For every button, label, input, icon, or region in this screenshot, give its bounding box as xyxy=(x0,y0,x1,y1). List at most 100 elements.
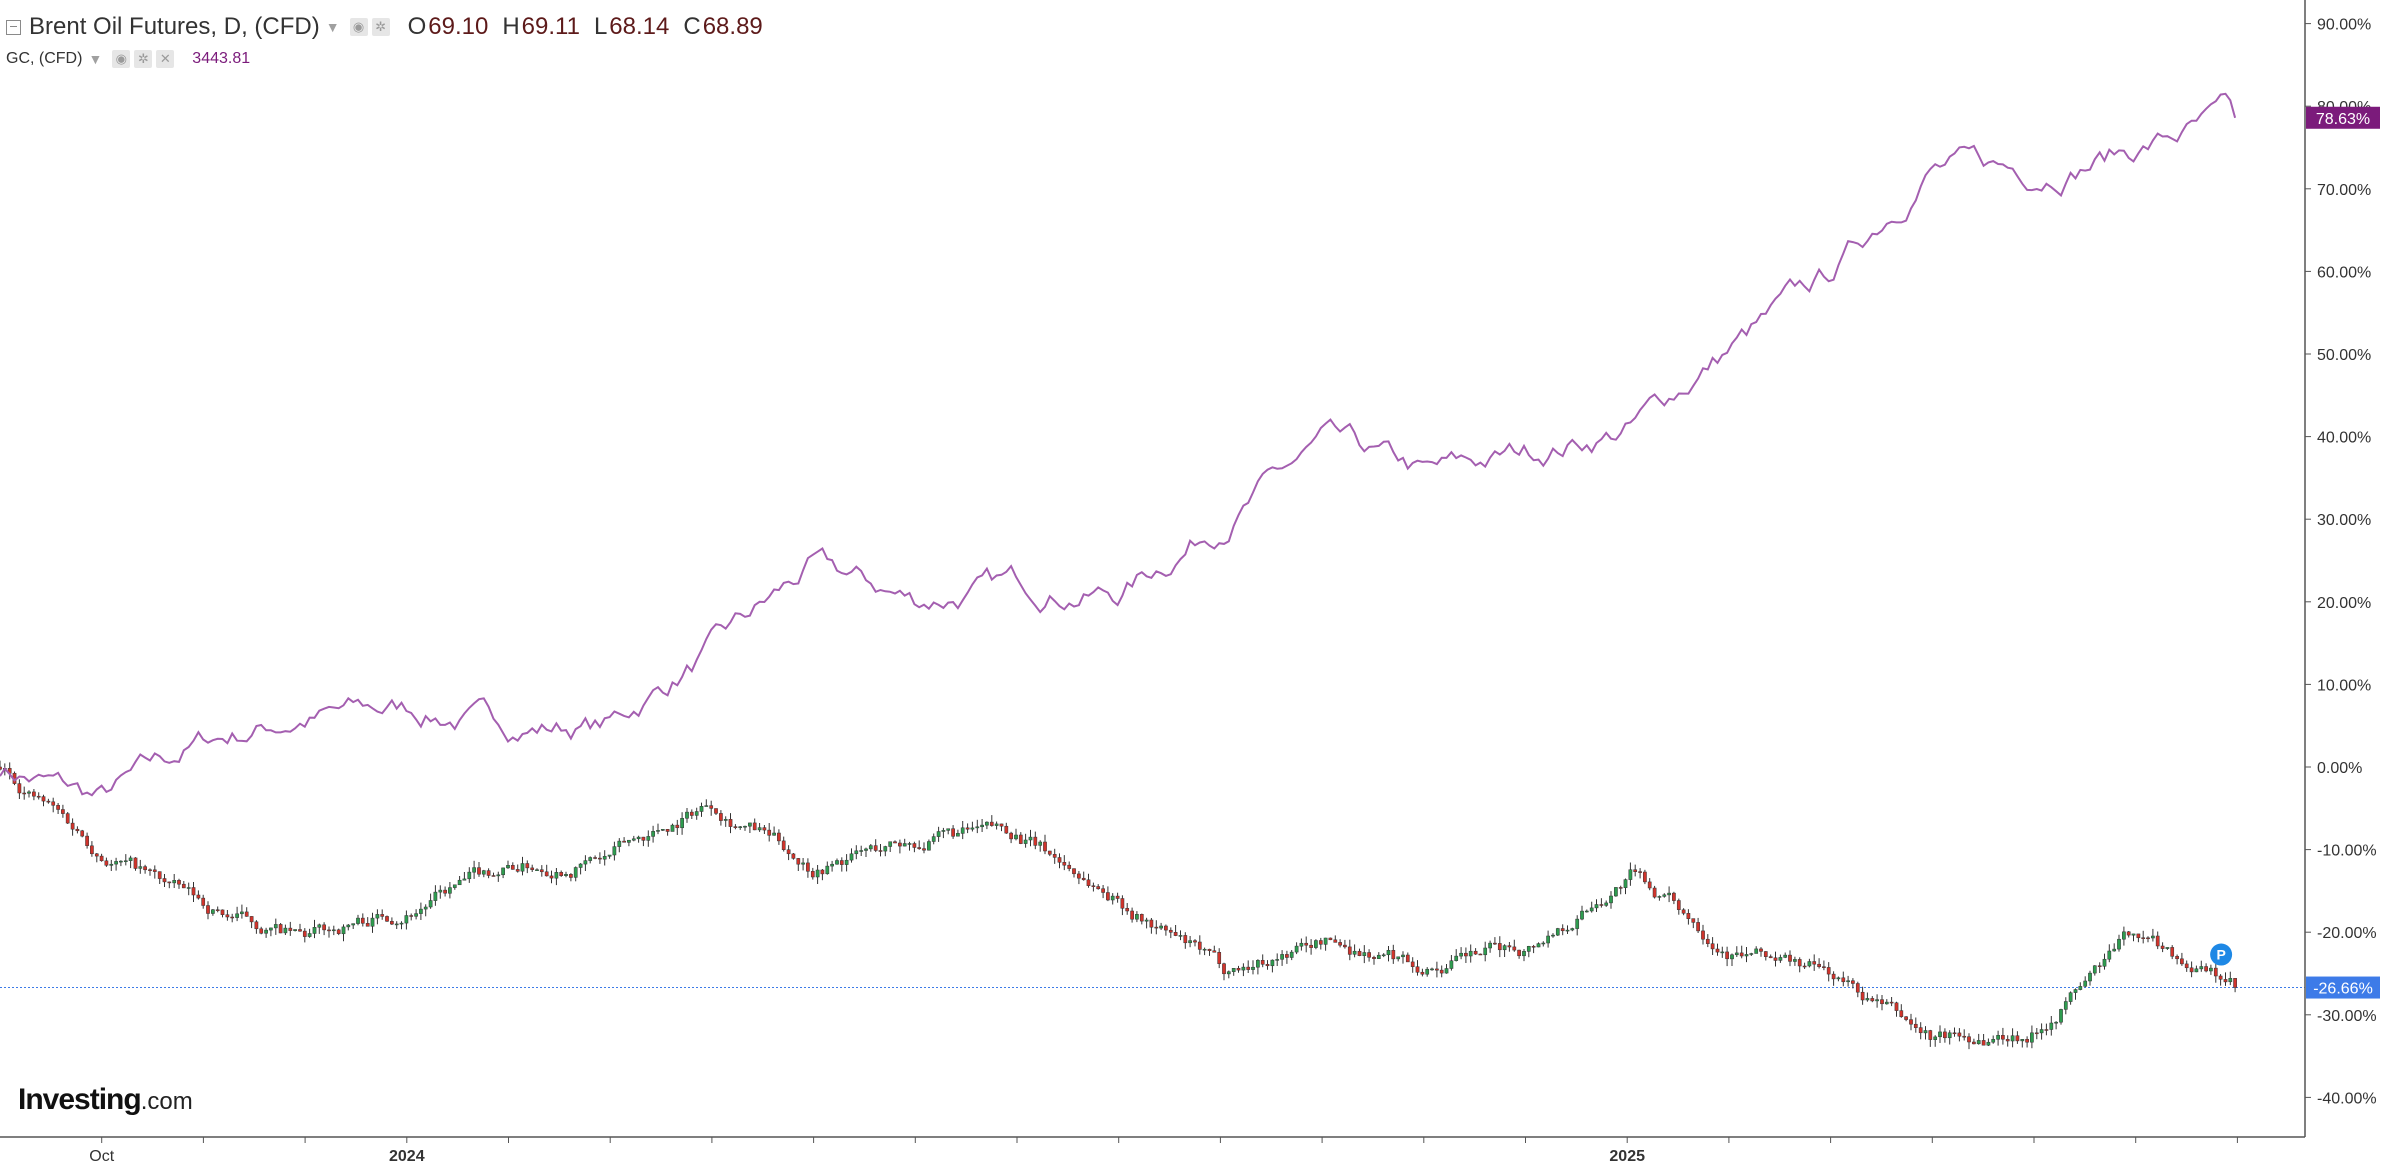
candle xyxy=(1328,937,1333,941)
candle xyxy=(1149,918,1154,934)
candle-body xyxy=(336,929,341,934)
candle-body xyxy=(936,831,941,837)
candle xyxy=(607,854,612,859)
y-tick-label: 70.00% xyxy=(2317,182,2371,199)
candle-body xyxy=(2088,972,2092,982)
candle xyxy=(472,860,476,879)
candle-body xyxy=(1865,998,1870,1001)
candle xyxy=(2083,976,2088,988)
candle xyxy=(1739,945,1744,959)
candle-body xyxy=(709,805,714,809)
candle-body xyxy=(172,880,177,884)
candle-body xyxy=(1333,939,1338,943)
candle-body xyxy=(1052,854,1057,858)
candle xyxy=(1749,952,1754,956)
candle-body xyxy=(1231,968,1236,972)
eye-icon[interactable]: ◉ xyxy=(349,18,368,36)
candle xyxy=(1367,949,1371,962)
logo-suffix: .com xyxy=(140,1088,193,1115)
chevron-down-icon[interactable]: ▼ xyxy=(88,51,103,67)
candle xyxy=(1468,944,1473,963)
candle-body xyxy=(1347,946,1352,955)
candle xyxy=(2194,965,2199,973)
candle xyxy=(249,916,254,929)
candle xyxy=(1599,898,1604,908)
candle-body xyxy=(298,929,302,932)
candle-body xyxy=(1193,940,1197,943)
candle-body xyxy=(1667,892,1671,896)
candle xyxy=(656,823,660,835)
candle-body xyxy=(844,859,849,865)
gear-icon[interactable]: ✲ xyxy=(371,18,390,36)
event-marker: P xyxy=(2210,943,2233,966)
candle xyxy=(2131,933,2136,942)
candle-body xyxy=(452,884,457,888)
candle xyxy=(1875,994,1879,1008)
candle xyxy=(931,833,936,845)
marker-p-icon[interactable]: P xyxy=(2210,943,2233,966)
candle xyxy=(423,904,428,917)
candle xyxy=(1817,958,1821,969)
candle xyxy=(1884,999,1889,1005)
candle xyxy=(428,893,433,909)
candle-body xyxy=(1710,943,1715,950)
candle-body xyxy=(2092,965,2097,974)
candle-body xyxy=(278,924,283,934)
candle xyxy=(390,917,394,925)
chevron-down-icon[interactable]: ▼ xyxy=(325,19,340,35)
candle xyxy=(1497,936,1502,958)
candle xyxy=(1614,887,1618,897)
candle xyxy=(965,823,970,834)
candle xyxy=(2141,930,2146,944)
candle-body xyxy=(1139,914,1144,922)
candle xyxy=(419,902,423,920)
candle xyxy=(530,864,535,872)
candle xyxy=(220,909,225,918)
candle-body xyxy=(1725,951,1729,960)
candle-body xyxy=(752,822,757,831)
candle xyxy=(1565,925,1570,934)
candle-body xyxy=(864,848,868,851)
eye-icon[interactable]: ◉ xyxy=(112,50,131,68)
candle xyxy=(1967,1033,1971,1050)
candle-body xyxy=(1294,945,1299,953)
candle xyxy=(583,855,588,871)
candle xyxy=(1217,948,1222,969)
candle xyxy=(1493,937,1497,945)
candle xyxy=(1638,868,1642,879)
candle xyxy=(777,829,781,845)
candle xyxy=(1580,905,1584,921)
candle xyxy=(1260,954,1265,968)
candle-body xyxy=(762,827,767,831)
candle xyxy=(1788,950,1792,967)
candle-body xyxy=(849,853,854,861)
candle xyxy=(123,854,128,866)
y-tick-label: -10.00% xyxy=(2317,843,2377,860)
candle-body xyxy=(2165,947,2170,949)
candle-body xyxy=(757,827,762,831)
candle-body xyxy=(240,911,244,915)
candle-body xyxy=(999,823,1004,827)
candle-body xyxy=(907,843,912,845)
candle xyxy=(810,867,815,880)
gear-icon[interactable]: ✲ xyxy=(134,50,153,68)
candle xyxy=(1168,927,1173,939)
candle xyxy=(1522,949,1526,962)
close-icon[interactable]: ✕ xyxy=(156,50,175,68)
candle-body xyxy=(1285,954,1289,958)
candle-body xyxy=(1004,825,1009,834)
candle xyxy=(985,821,989,830)
candle-body xyxy=(273,924,278,929)
candle-body xyxy=(1338,942,1342,946)
candle xyxy=(1846,975,1850,987)
candle xyxy=(370,912,375,933)
candle xyxy=(1546,930,1550,948)
collapse-icon[interactable] xyxy=(6,19,21,35)
candle xyxy=(781,836,786,852)
candle xyxy=(1826,962,1831,982)
candle xyxy=(1125,903,1130,915)
candle-body xyxy=(1672,892,1676,901)
x-tick-label: Oct xyxy=(89,1148,114,1165)
candle xyxy=(2078,982,2083,991)
